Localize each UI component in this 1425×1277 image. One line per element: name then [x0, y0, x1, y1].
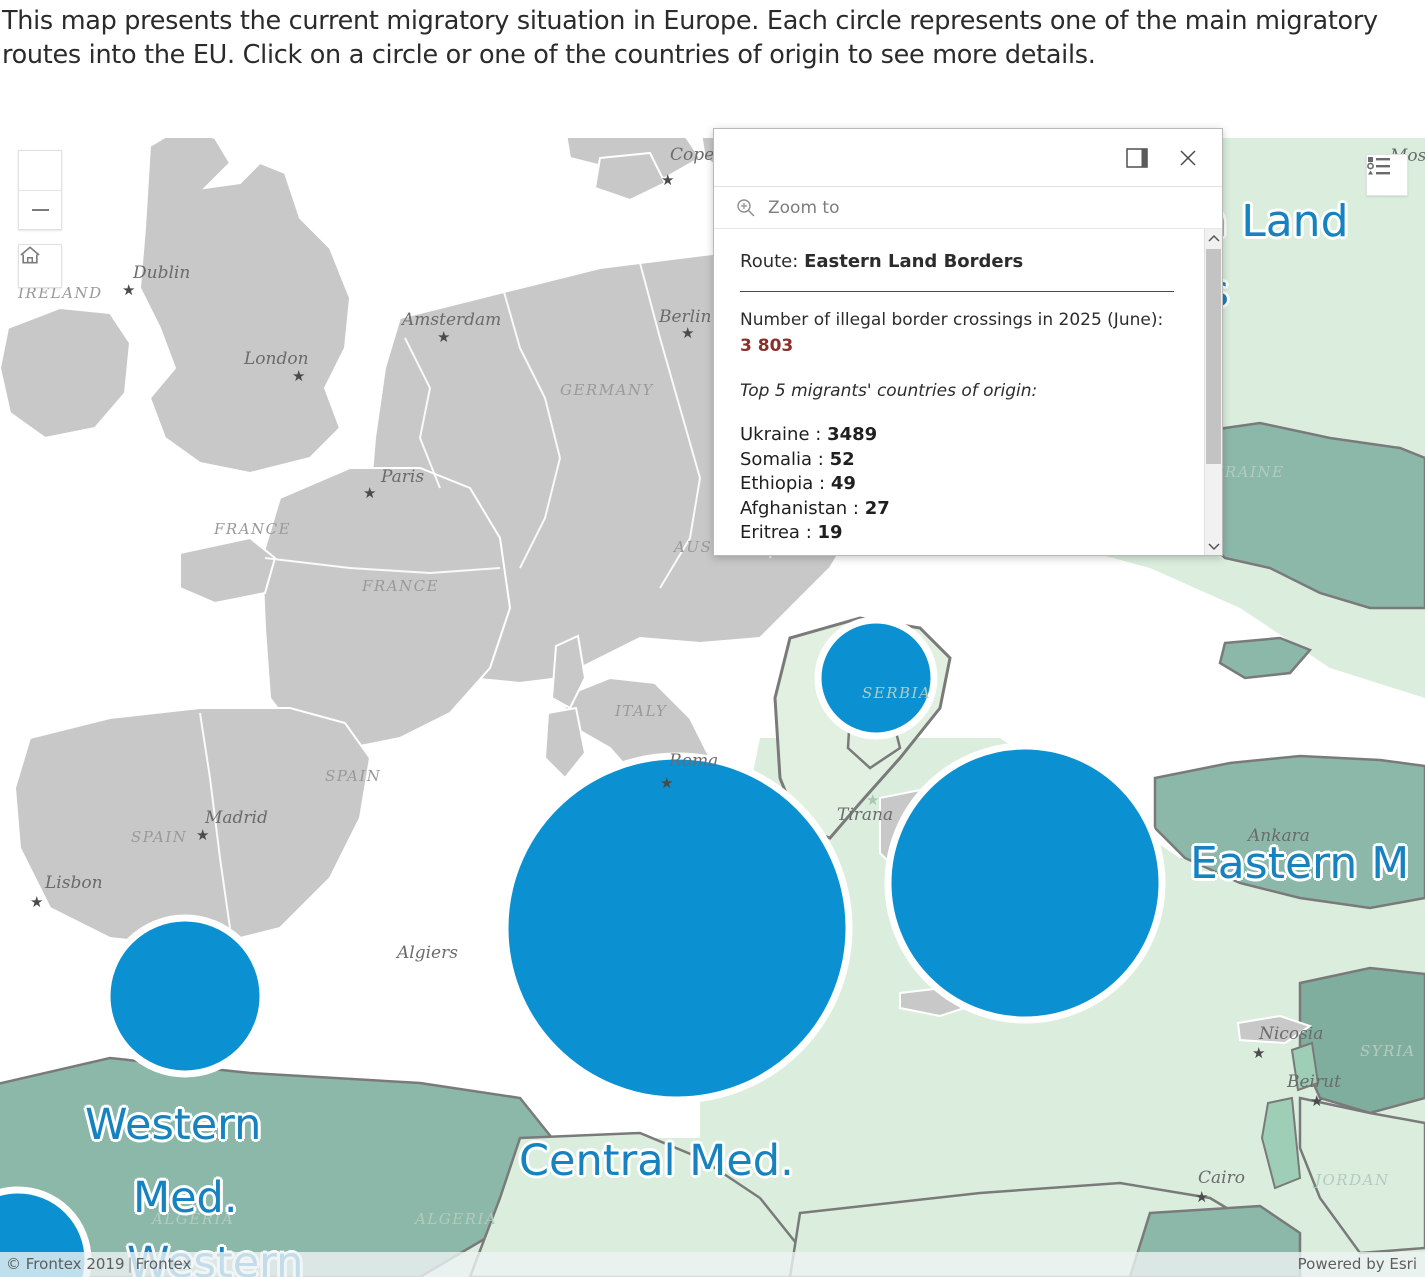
- legend-list-icon: [1367, 157, 1390, 175]
- crossings-value: 3 803: [740, 336, 794, 356]
- chevron-down-icon: [1207, 542, 1220, 550]
- list-item[interactable]: Ethiopia : 49: [740, 472, 1184, 497]
- scrollbar-thumb[interactable]: [1206, 249, 1221, 464]
- list-item[interactable]: Eritrea : 19: [740, 521, 1184, 546]
- western-balkans-circle[interactable]: [814, 616, 938, 740]
- popup-close-button[interactable]: [1174, 144, 1202, 172]
- route-line: Route: Eastern Land Borders: [740, 251, 1184, 272]
- list-item[interactable]: Afghanistan : 27: [740, 497, 1184, 522]
- home-icon: [20, 246, 40, 264]
- origin-value: 3489: [827, 424, 878, 445]
- intro-description: This map presents the current migratory …: [0, 0, 1425, 138]
- attribution-left: © Frontex 2019 | Frontex: [6, 1255, 191, 1273]
- popup-dock-button[interactable]: [1124, 145, 1150, 171]
- close-icon: [1180, 150, 1196, 166]
- origin-country: Eritrea: [740, 522, 800, 543]
- zoom-to-magnifier-icon: [737, 198, 755, 217]
- origin-country: Ethiopia: [740, 473, 814, 494]
- crossings-label: Number of illegal border crossings in 20…: [740, 310, 1164, 330]
- popup-header: [714, 129, 1222, 187]
- origin-country: Ukraine: [740, 424, 810, 445]
- feature-popup[interactable]: Zoom to Route: Eastern Land Borders Numb…: [713, 128, 1223, 556]
- origin-separator: :: [815, 424, 822, 445]
- origin-separator: :: [805, 522, 812, 543]
- minus-icon: [31, 209, 49, 211]
- origins-list: Ukraine : 3489 Somalia : 52 Ethiopia : 4…: [740, 423, 1184, 546]
- origin-value: 49: [830, 473, 856, 494]
- attribution-bar: © Frontex 2019 | Frontex Powered by Esri: [0, 1252, 1425, 1277]
- origin-separator: :: [819, 473, 826, 494]
- zoom-out-button[interactable]: [19, 190, 61, 229]
- zoom-in-button[interactable]: +: [19, 151, 61, 190]
- top5-heading: Top 5 migrants' countries of origin:: [740, 381, 1038, 401]
- scroll-up-button[interactable]: [1205, 229, 1222, 247]
- central-mediterranean-circle[interactable]: [501, 752, 853, 1104]
- popup-divider: [740, 291, 1174, 292]
- legend-button[interactable]: [1366, 154, 1408, 196]
- origin-value: 52: [829, 448, 855, 470]
- origin-value: 19: [817, 522, 843, 543]
- origin-separator: :: [817, 448, 824, 470]
- zoom-to-label: Zoom to: [768, 197, 840, 218]
- list-item[interactable]: Somalia : 52: [740, 448, 1184, 473]
- origin-separator: :: [852, 497, 859, 519]
- origin-value: 27: [864, 497, 890, 519]
- origin-country: Afghanistan: [740, 497, 848, 519]
- list-item[interactable]: Ukraine : 3489: [740, 423, 1184, 448]
- zoom-control-group[interactable]: +: [18, 150, 62, 230]
- popup-scrollbar[interactable]: [1204, 229, 1222, 555]
- home-button[interactable]: [18, 244, 62, 288]
- copyright-text: © Frontex 2019: [6, 1255, 125, 1273]
- origin-country: Somalia: [740, 448, 813, 470]
- frontex-link[interactable]: Frontex: [135, 1255, 192, 1273]
- popup-body-wrapper: Route: Eastern Land Borders Number of il…: [714, 229, 1222, 555]
- attribution-separator: |: [127, 1255, 133, 1273]
- zoom-to-action[interactable]: Zoom to: [714, 187, 1222, 229]
- eastern-mediterranean-circle[interactable]: [884, 742, 1166, 1024]
- popup-body: Route: Eastern Land Borders Number of il…: [714, 229, 1204, 555]
- scroll-down-button[interactable]: [1205, 537, 1222, 555]
- esri-attribution: Powered by Esri: [1297, 1255, 1417, 1273]
- chevron-up-icon: [1207, 234, 1220, 242]
- route-field-value: Eastern Land Borders: [804, 251, 1024, 272]
- dock-panel-icon: [1126, 148, 1148, 168]
- route-field-label: Route:: [740, 251, 799, 272]
- western-mediterranean-circle[interactable]: [103, 914, 267, 1078]
